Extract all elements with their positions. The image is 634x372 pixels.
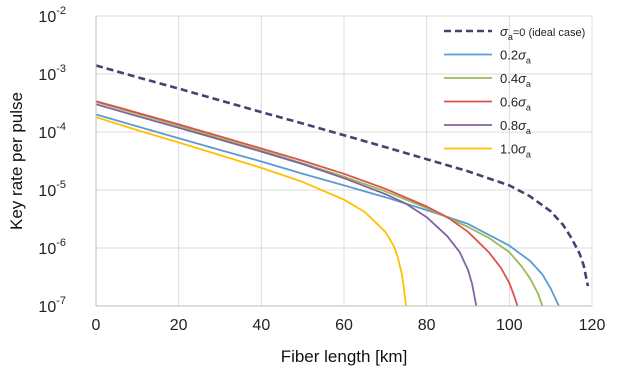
legend-label: 0.2σa bbox=[500, 48, 531, 66]
legend-subscript: a bbox=[526, 150, 531, 160]
legend-suffix: =0 (ideal case) bbox=[513, 27, 585, 39]
y-tick-label: 10-4 bbox=[38, 121, 66, 142]
legend-sigma: σ bbox=[518, 48, 527, 63]
legend-sigma: σ bbox=[518, 95, 527, 110]
series-line-0 bbox=[95, 64, 590, 287]
series-line-5 bbox=[95, 116, 407, 307]
x-tick-label: 100 bbox=[496, 317, 523, 334]
x-axis-title: Fiber length [km] bbox=[281, 347, 408, 366]
x-tick-label: 60 bbox=[335, 317, 353, 334]
legend-sigma: σ bbox=[518, 142, 527, 157]
y-axis-title: Key rate per pulse bbox=[7, 92, 26, 230]
y-tick-exponent: -4 bbox=[56, 121, 66, 133]
legend-subscript: a bbox=[526, 79, 531, 89]
legend-sigma: σ bbox=[518, 71, 527, 86]
y-tick-exponent: -2 bbox=[56, 5, 66, 17]
legend-sigma: σ bbox=[500, 24, 509, 39]
series-line-2 bbox=[95, 101, 544, 307]
y-tick-base: 10 bbox=[38, 183, 56, 200]
y-tick-label: 10-2 bbox=[38, 5, 66, 26]
y-tick-label: 10-5 bbox=[38, 179, 66, 200]
x-tick-label: 120 bbox=[579, 317, 606, 334]
y-tick-base: 10 bbox=[38, 125, 56, 142]
legend-subscript: a bbox=[526, 126, 531, 136]
y-tick-label: 10-3 bbox=[38, 63, 66, 84]
y-tick-base: 10 bbox=[38, 299, 56, 316]
x-tick-label: 80 bbox=[418, 317, 436, 334]
legend-prefix: 0.6 bbox=[500, 95, 518, 110]
legend-label: 0.6σa bbox=[500, 95, 531, 113]
y-tick-exponent: -5 bbox=[56, 179, 66, 191]
legend-label: 1.0σa bbox=[500, 142, 531, 160]
legend-label: σa=0 (ideal case) bbox=[500, 24, 585, 42]
legend: σa=0 (ideal case)0.2σa0.4σa0.6σa0.8σa1.0… bbox=[444, 24, 585, 160]
x-tick-label: 20 bbox=[170, 317, 188, 334]
legend-prefix: 0.8 bbox=[500, 118, 518, 133]
legend-subscript: a bbox=[508, 32, 513, 42]
x-tick-label: 0 bbox=[92, 317, 101, 334]
legend-prefix: 1.0 bbox=[500, 142, 518, 157]
y-tick-base: 10 bbox=[38, 241, 56, 258]
y-tick-exponent: -6 bbox=[56, 237, 66, 249]
legend-prefix: 0.2 bbox=[500, 48, 518, 63]
legend-sigma: σ bbox=[518, 118, 527, 133]
y-tick-base: 10 bbox=[38, 67, 56, 84]
series-line-1 bbox=[95, 113, 560, 307]
y-tick-exponent: -3 bbox=[56, 63, 66, 75]
legend-label: 0.4σa bbox=[500, 71, 531, 89]
series-lines bbox=[95, 64, 590, 307]
y-tick-base: 10 bbox=[38, 9, 56, 26]
series-line-4 bbox=[95, 103, 478, 307]
series-line-3 bbox=[95, 100, 519, 307]
y-tick-label: 10-7 bbox=[38, 295, 66, 316]
y-tick-exponent: -7 bbox=[56, 295, 66, 307]
legend-subscript: a bbox=[526, 103, 531, 113]
legend-label: 0.8σa bbox=[500, 118, 531, 136]
legend-subscript: a bbox=[526, 56, 531, 66]
x-tick-label: 40 bbox=[252, 317, 270, 334]
legend-prefix: 0.4 bbox=[500, 71, 518, 86]
y-tick-label: 10-6 bbox=[38, 237, 66, 258]
